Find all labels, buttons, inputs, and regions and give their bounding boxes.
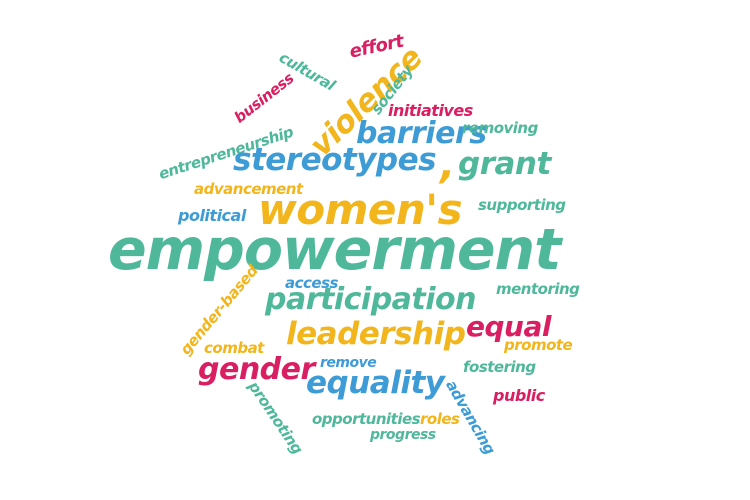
word-public: public xyxy=(493,386,545,405)
word-business: business xyxy=(230,69,298,127)
word-removing: removing xyxy=(462,119,538,137)
word-supporting: supporting xyxy=(478,196,566,214)
word-roles: roles xyxy=(420,410,460,428)
word-participation: participation xyxy=(265,282,477,317)
word-advancement: advancement xyxy=(194,180,303,198)
word-mentoring: mentoring xyxy=(496,280,580,298)
word-initiatives: initiatives xyxy=(388,101,473,120)
word-empowerment: empowerment xyxy=(108,217,561,283)
word-access: access xyxy=(285,274,338,292)
word-promoting: promoting xyxy=(244,377,307,458)
word-womens: women's xyxy=(258,185,463,234)
word-apostrophe: , xyxy=(440,142,455,188)
word-fostering: fostering xyxy=(463,358,536,376)
word-grant: grant xyxy=(458,146,551,182)
word-equal: equal xyxy=(466,310,551,343)
word-leadership: leadership xyxy=(286,316,466,352)
word-combat: combat xyxy=(204,339,264,357)
word-equality: equality xyxy=(306,365,445,401)
word-remove: remove xyxy=(320,355,377,371)
word-promote: promote xyxy=(504,336,573,354)
word-progress: progress xyxy=(370,427,436,443)
word-stereotypes: stereotypes xyxy=(233,142,437,178)
word-political: political xyxy=(178,206,246,225)
word-opportunities: opportunities xyxy=(312,410,421,428)
word-gender: gender xyxy=(198,352,315,387)
word-barriers: barriers xyxy=(356,116,487,151)
